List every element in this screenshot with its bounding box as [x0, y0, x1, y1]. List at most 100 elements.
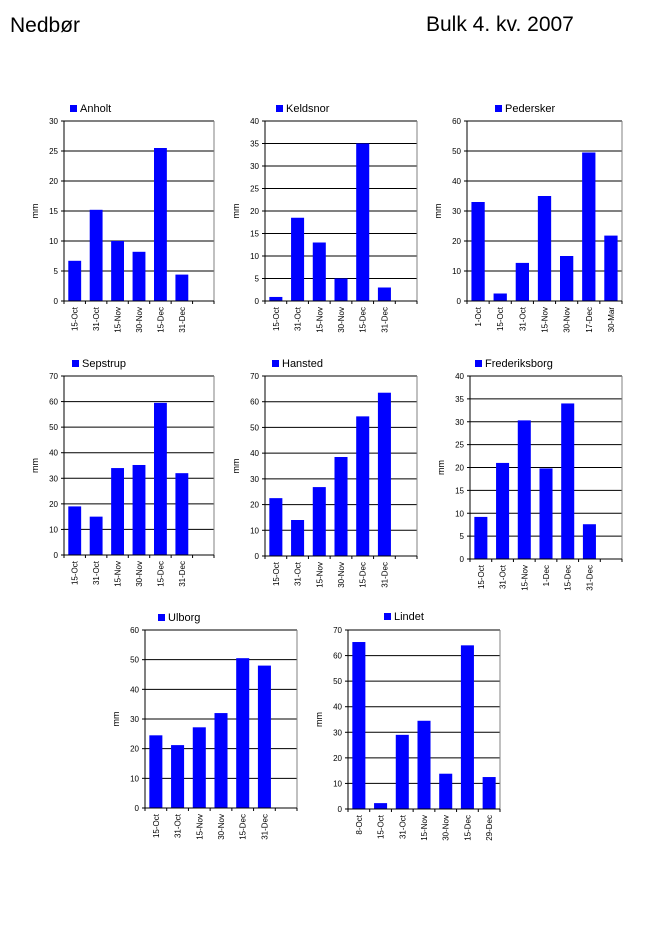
y-tick-label: 40 — [49, 449, 58, 458]
y-tick-label: 20 — [49, 177, 58, 186]
x-tick-label: 31-Dec — [178, 561, 187, 587]
legend-label: Frederiksborg — [485, 358, 553, 370]
y-axis-label: mm — [30, 458, 40, 473]
bar-15-Dec — [236, 658, 250, 808]
x-tick-label: 31-Oct — [518, 306, 527, 331]
y-tick-label: 30 — [49, 117, 58, 126]
y-tick-label: 30 — [130, 715, 139, 724]
bar-29-Dec — [482, 777, 496, 809]
y-tick-label: 40 — [250, 117, 259, 126]
bar-1-Oct — [471, 202, 485, 301]
x-tick-label: 15-Oct — [377, 814, 386, 839]
x-tick-label: 31-Oct — [92, 560, 101, 585]
x-tick-label: 15-Nov — [315, 562, 324, 588]
x-tick-label: 15-Oct — [71, 560, 80, 585]
x-tick-label: 15-Oct — [477, 564, 486, 589]
y-tick-label: 0 — [255, 552, 260, 561]
y-tick-label: 0 — [255, 297, 260, 306]
y-tick-label: 50 — [49, 423, 58, 432]
bar-31-Dec — [257, 665, 271, 808]
y-tick-label: 20 — [452, 237, 461, 246]
y-tick-label: 30 — [452, 207, 461, 216]
x-tick-label: 31-Oct — [294, 561, 303, 586]
chart-keldsnor: 0 5 10 15 20 25 30 35 40 15-Oct 31-Oct 15-Nov 30-Nov… — [231, 103, 418, 333]
bar-15-Nov — [312, 487, 326, 556]
x-tick-label: 31-Oct — [92, 306, 101, 331]
x-tick-label: 31-Oct — [499, 564, 508, 589]
y-tick-label: 25 — [455, 441, 464, 450]
x-tick-label: 15-Oct — [496, 306, 505, 331]
bar-31-Oct — [496, 462, 510, 559]
bar-31-Oct — [171, 745, 185, 808]
bar-17-Dec — [582, 152, 596, 301]
y-tick-label: 40 — [455, 372, 464, 381]
y-tick-label: 5 — [460, 532, 465, 541]
x-tick-label: 15-Nov — [520, 565, 529, 591]
bar-15-Nov — [517, 420, 531, 559]
y-tick-label: 50 — [250, 423, 259, 432]
y-tick-label: 40 — [250, 449, 259, 458]
x-tick-label: 15-Dec — [359, 562, 368, 588]
legend-label: Keldsnor — [286, 103, 330, 115]
bar-31-Dec — [377, 392, 391, 556]
bar-31-Dec — [175, 274, 189, 301]
legend-swatch — [475, 360, 482, 367]
bar-30-Nov — [560, 256, 574, 301]
x-tick-label: 30-Mar — [607, 307, 616, 333]
bar-31-Dec — [175, 473, 189, 555]
bar-30-Nov — [439, 773, 453, 809]
x-tick-label: 15-Nov — [315, 307, 324, 333]
y-tick-label: 15 — [49, 207, 58, 216]
x-tick-label: 15-Nov — [195, 814, 204, 840]
x-tick-label: 30-Nov — [337, 562, 346, 588]
bar-15-Oct — [269, 296, 283, 301]
y-tick-label: 35 — [250, 140, 259, 149]
y-tick-label: 10 — [49, 237, 58, 246]
y-tick-label: 10 — [455, 509, 464, 518]
y-axis-label: mm — [433, 204, 443, 219]
legend-label: Anholt — [80, 103, 111, 115]
bar-31-Oct — [395, 734, 409, 809]
y-tick-label: 25 — [49, 147, 58, 156]
y-tick-label: 0 — [460, 555, 465, 564]
x-tick-label: 15-Oct — [272, 561, 281, 586]
legend-swatch — [158, 614, 165, 621]
legend-swatch — [384, 613, 391, 620]
bar-15-Dec — [561, 403, 575, 559]
legend-label: Sepstrup — [82, 358, 126, 370]
bar-15-Oct — [149, 735, 163, 808]
page-subtitle: Bulk 4. kv. 2007 — [426, 13, 574, 36]
bar-30-Nov — [132, 464, 146, 555]
legend-swatch — [70, 105, 77, 112]
y-tick-label: 60 — [49, 398, 58, 407]
x-tick-label: 15-Dec — [156, 561, 165, 587]
y-tick-label: 20 — [49, 500, 58, 509]
y-axis-label: mm — [314, 712, 324, 727]
bar-1-Dec — [539, 468, 553, 559]
bar-15-Dec — [154, 148, 167, 301]
bar-15-Dec — [356, 416, 370, 556]
x-tick-label: 30-Nov — [217, 814, 226, 840]
y-tick-label: 10 — [333, 779, 342, 788]
y-tick-label: 35 — [455, 395, 464, 404]
y-tick-label: 30 — [49, 474, 58, 483]
y-tick-label: 30 — [250, 475, 259, 484]
bar-30-Nov — [334, 457, 348, 556]
x-tick-label: 15-Nov — [541, 307, 550, 333]
y-tick-label: 0 — [135, 804, 140, 813]
x-tick-label: 30-Nov — [135, 307, 144, 333]
x-tick-label: 31-Oct — [398, 814, 407, 839]
bar-31-Oct — [291, 520, 305, 556]
y-tick-label: 10 — [130, 774, 139, 783]
y-tick-label: 30 — [333, 728, 342, 737]
x-tick-label: 15-Dec — [564, 565, 573, 591]
x-tick-label: 29-Dec — [485, 815, 494, 841]
y-tick-label: 70 — [333, 626, 342, 635]
y-axis-label: mm — [30, 204, 40, 219]
chart-sepstrup: 0 10 20 30 40 50 60 70 15-Oct 31-Oct 15-Nov 30-Nov 1… — [30, 358, 215, 587]
x-tick-label: 15-Nov — [114, 561, 123, 587]
y-tick-label: 40 — [333, 703, 342, 712]
y-axis-label: mm — [231, 459, 241, 474]
x-tick-label: 15-Nov — [420, 815, 429, 841]
